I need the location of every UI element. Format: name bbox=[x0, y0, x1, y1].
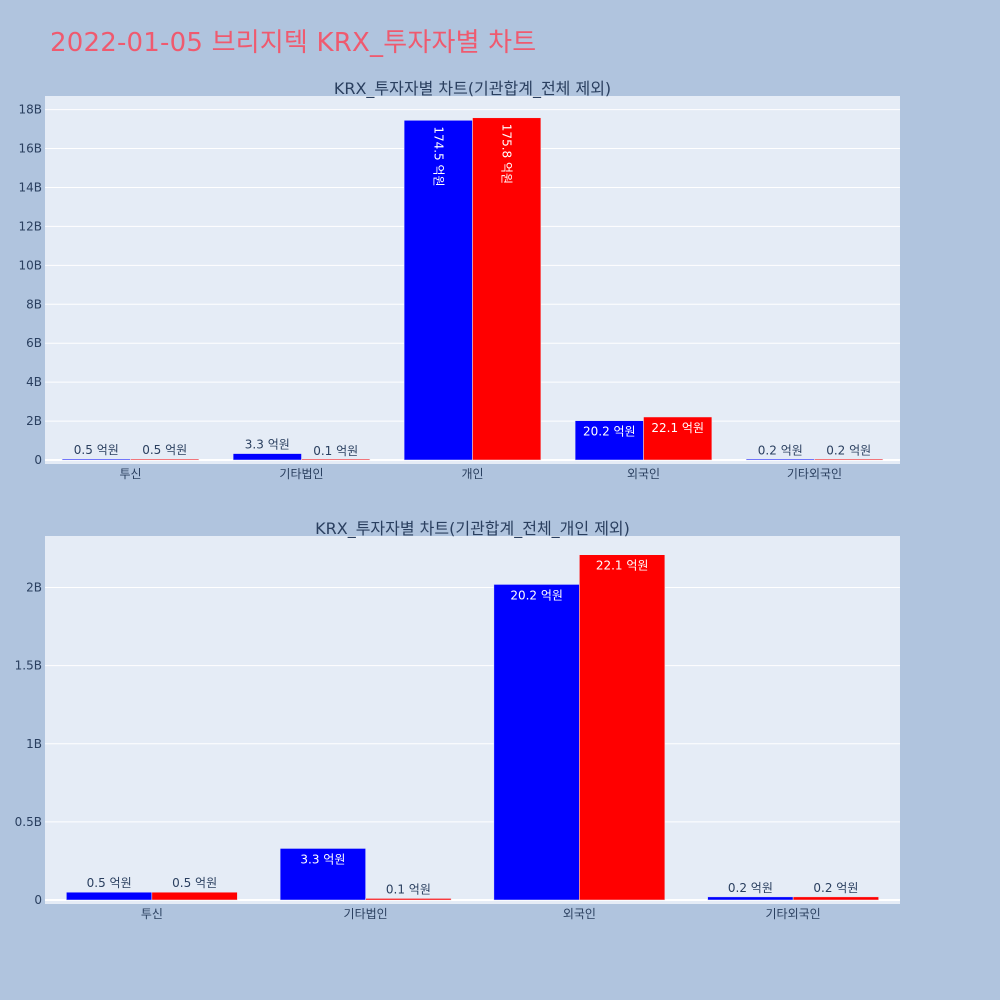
bar bbox=[792, 896, 879, 901]
y-tick-label: 4B bbox=[26, 375, 42, 389]
y-tick-label: 2B bbox=[26, 414, 42, 428]
data-label: 0.5 억원 bbox=[142, 443, 187, 457]
x-tick-label: 기타외국인 bbox=[766, 907, 821, 921]
bar bbox=[707, 896, 794, 901]
bar bbox=[151, 891, 238, 901]
y-tick-label: 16B bbox=[18, 142, 42, 156]
bar bbox=[232, 453, 302, 461]
data-label: 0.1 억원 bbox=[386, 882, 431, 896]
y-tick-label: 6B bbox=[26, 336, 42, 350]
y-tick-label: 10B bbox=[18, 258, 42, 272]
data-label: 22.1 억원 bbox=[596, 559, 649, 573]
data-label: 3.3 억원 bbox=[300, 852, 345, 866]
bar bbox=[472, 117, 542, 461]
x-tick-label: 외국인 bbox=[627, 467, 660, 481]
chart-title: KRX_투자자별 차트(기관합계_전체_개인 제외) bbox=[315, 519, 630, 539]
data-label: 0.5 억원 bbox=[74, 443, 119, 457]
y-tick-label: 1B bbox=[26, 737, 42, 751]
bar bbox=[279, 848, 366, 901]
chart-title: KRX_투자자별 차트(기관합계_전체 제외) bbox=[334, 79, 611, 99]
figure-title: 2022-01-05 브리지텍 KRX_투자자별 차트 bbox=[50, 28, 537, 58]
bar bbox=[493, 584, 580, 901]
bar bbox=[579, 554, 666, 901]
x-tick-label: 외국인 bbox=[563, 907, 596, 921]
data-label: 174.5 억원 bbox=[431, 126, 445, 186]
bar bbox=[61, 458, 131, 461]
plot-area bbox=[45, 536, 900, 904]
data-label: 0.2 억원 bbox=[813, 881, 858, 895]
y-tick-label: 12B bbox=[18, 219, 42, 233]
data-label: 0.5 억원 bbox=[172, 876, 217, 890]
y-tick-label: 2B bbox=[26, 581, 42, 595]
data-label: 0.5 억원 bbox=[87, 876, 132, 890]
bar bbox=[130, 458, 200, 461]
chart-2: 0 0.5B 1B 1.5B 2B KRX_투자자별 차트(기관합계_전체_개인 제외) 투… bbox=[15, 519, 900, 921]
y-tick-label: 0 bbox=[34, 893, 42, 907]
x-tick-label: 투신 bbox=[141, 907, 163, 921]
bar bbox=[66, 891, 153, 901]
y-tick-label: 18B bbox=[18, 103, 42, 117]
x-tick-label: 기타법인 bbox=[344, 907, 388, 921]
data-label: 0.2 억원 bbox=[728, 881, 773, 895]
data-label: 0.2 억원 bbox=[758, 444, 803, 458]
bar bbox=[745, 458, 815, 461]
data-label: 20.2 억원 bbox=[510, 588, 563, 602]
bar bbox=[643, 416, 713, 461]
y-tick-label: 14B bbox=[18, 180, 42, 194]
data-label: 0.1 억원 bbox=[313, 444, 358, 458]
bar bbox=[301, 458, 371, 461]
x-tick-label: 기타법인 bbox=[279, 467, 323, 481]
bar bbox=[365, 898, 452, 901]
bar bbox=[814, 458, 884, 461]
data-label: 20.2 억원 bbox=[583, 425, 636, 439]
bar bbox=[574, 420, 644, 461]
data-label: 22.1 억원 bbox=[651, 421, 704, 435]
data-label: 3.3 억원 bbox=[245, 438, 290, 452]
x-tick-label: 기타외국인 bbox=[787, 467, 842, 481]
data-label: 175.8 억원 bbox=[500, 124, 514, 184]
y-tick-label: 0.5B bbox=[15, 815, 42, 829]
y-tick-label: 8B bbox=[26, 297, 42, 311]
bar bbox=[403, 120, 473, 461]
x-tick-label: 개인 bbox=[461, 467, 483, 481]
y-tick-label: 1.5B bbox=[15, 659, 42, 673]
chart-1: 0 2B 4B 6B 8B 10B 12B 14B 16B 18B KRX_투자자별 차트(기관합계… bbox=[18, 79, 900, 481]
y-tick-label: 0 bbox=[34, 453, 42, 467]
x-tick-label: 투신 bbox=[119, 467, 141, 481]
data-label: 0.2 억원 bbox=[826, 444, 871, 458]
